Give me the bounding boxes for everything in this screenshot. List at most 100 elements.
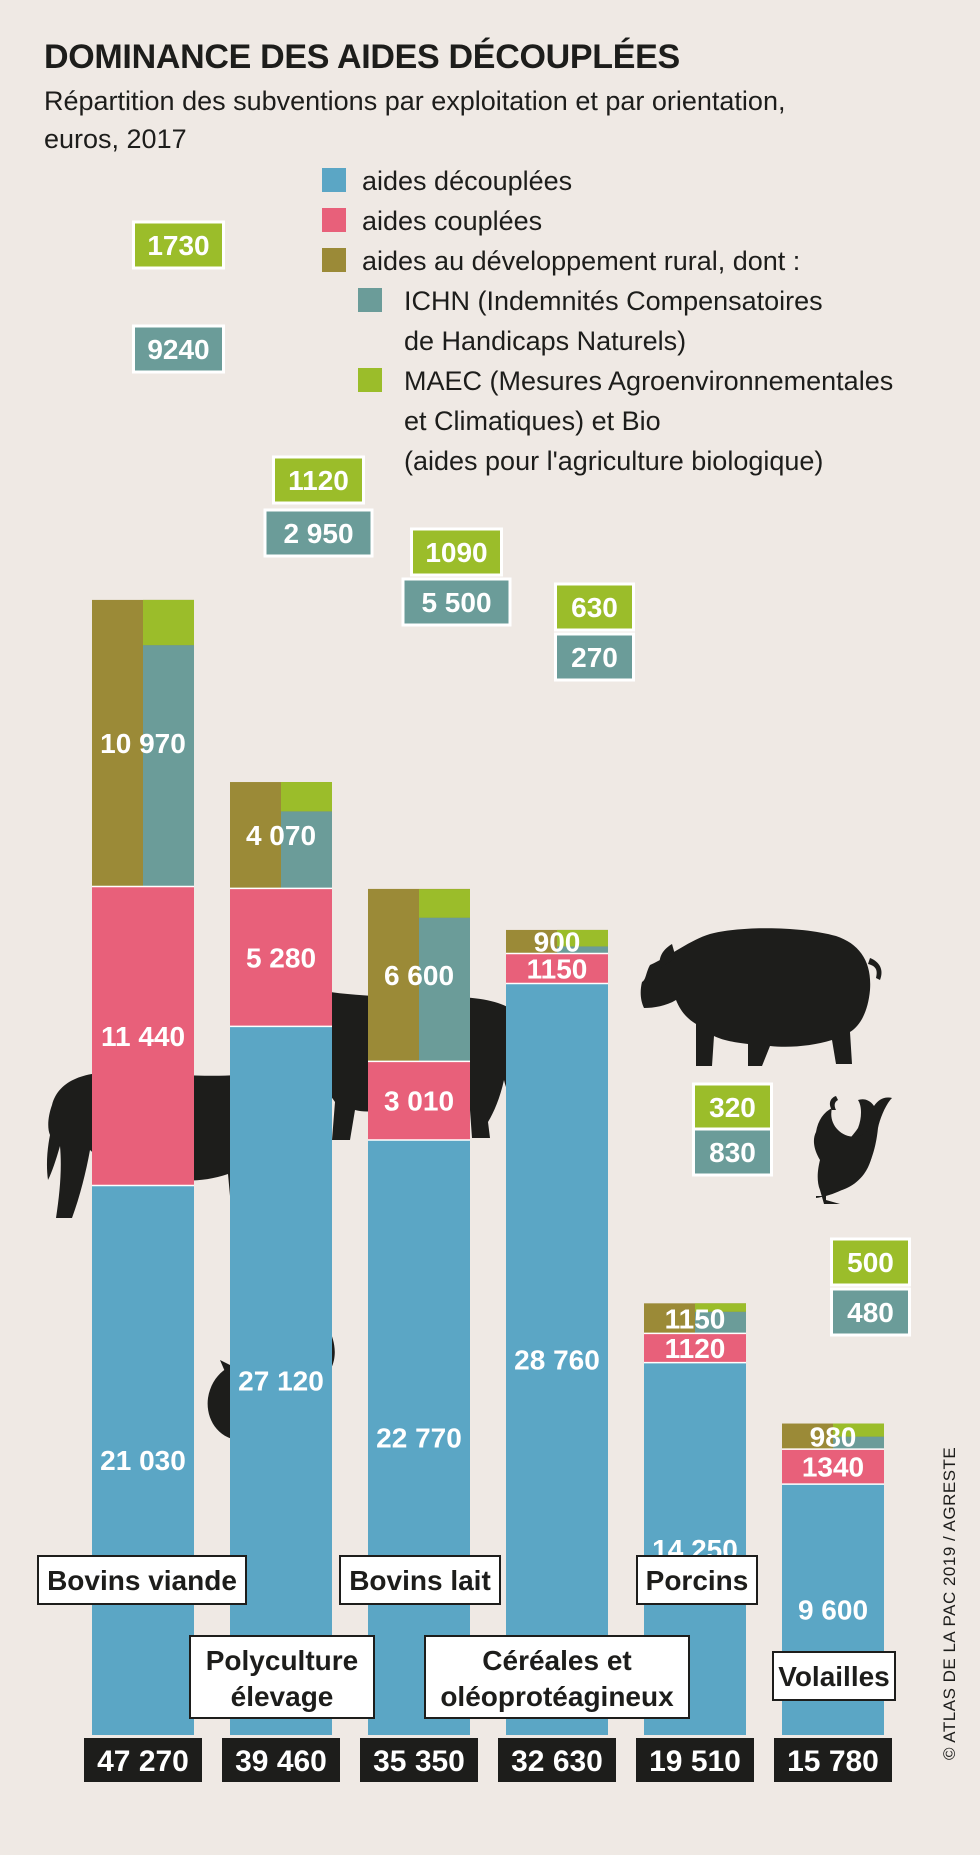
total-label: 15 780 xyxy=(787,1745,879,1778)
legend-text: ICHN (Indemnités Compensatoires xyxy=(404,286,823,316)
value-couplees: 11 440 xyxy=(101,1021,185,1052)
chart-subtitle-year: euros, 2017 xyxy=(44,124,187,154)
callout-maec-box xyxy=(272,455,365,505)
total-label: 32 630 xyxy=(511,1745,603,1778)
category-label-volailles: Volailles xyxy=(772,1651,896,1701)
pig-icon xyxy=(640,928,882,1066)
segment-couplees xyxy=(230,888,332,1027)
legend-item-ichn: ICHN (Indemnités Compensatoires de Handic… xyxy=(358,286,823,356)
callout-maec-box xyxy=(132,220,225,270)
category-box xyxy=(772,1651,896,1701)
value-developpement-rural: 980 xyxy=(810,1421,857,1452)
callout-maec-label: 1090 xyxy=(425,537,487,568)
segment-decouplees xyxy=(230,1026,332,1735)
value-couplees: 3 010 xyxy=(384,1086,454,1117)
total-label: 35 350 xyxy=(373,1745,465,1778)
value-developpement-rural: 4 070 xyxy=(246,820,316,851)
category-box xyxy=(339,1555,501,1605)
category-name: Céréales et xyxy=(482,1645,631,1676)
callout-ichn-box xyxy=(830,1287,911,1337)
category-name: oléoprotéagineux xyxy=(440,1681,674,1712)
segment-ichn xyxy=(281,811,332,889)
legend-text: et Climatiques) et Bio xyxy=(404,406,661,436)
legend-text: aides au développement rural, dont : xyxy=(362,246,800,276)
category-name: Polyculture xyxy=(206,1645,358,1676)
value-developpement-rural: 6 600 xyxy=(384,960,454,991)
value-couplees: 1340 xyxy=(802,1452,864,1483)
category-box xyxy=(189,1635,375,1719)
value-developpement-rural: 1150 xyxy=(665,1303,726,1334)
legend-text: aides couplées xyxy=(362,206,542,236)
category-name: Bovins viande xyxy=(47,1565,237,1596)
category-box xyxy=(37,1555,247,1605)
segment-decouplees xyxy=(92,1185,194,1735)
legend-text: MAEC (Mesures Agroenvironnementales xyxy=(404,366,893,396)
total-label: 47 270 xyxy=(97,1745,189,1778)
segment-decouplees xyxy=(506,983,608,1735)
category-label-bovins-viande: Bovins viande xyxy=(37,1555,247,1605)
callout-maec-label: 1730 xyxy=(147,230,209,261)
total-box xyxy=(222,1738,340,1782)
category-name: Volailles xyxy=(778,1661,890,1692)
segment-ichn xyxy=(557,946,608,954)
legend-text: de Handicaps Naturels) xyxy=(404,326,686,356)
value-couplees: 1120 xyxy=(665,1333,726,1364)
value-developpement-rural: 10 970 xyxy=(100,728,186,759)
segment-couplees xyxy=(506,953,608,984)
legend-text: (aides pour l'agriculture biologique) xyxy=(404,446,823,476)
chicken-icon xyxy=(813,1096,892,1204)
category-box xyxy=(636,1555,758,1605)
callout-ichn-box xyxy=(692,1127,773,1177)
value-couplees: 5 280 xyxy=(246,942,316,973)
callout-ichn-label: 2 950 xyxy=(283,518,353,549)
value-decouplees: 9 600 xyxy=(798,1595,868,1626)
category-name: Porcins xyxy=(646,1565,749,1596)
total-box xyxy=(636,1738,754,1782)
callout-maec-box xyxy=(692,1082,773,1132)
segment-maec xyxy=(833,1423,884,1437)
callout-maec-label: 500 xyxy=(847,1247,894,1278)
legend-swatch xyxy=(358,368,382,392)
callout-ichn-label: 9240 xyxy=(147,334,209,365)
callout-ichn-label: 270 xyxy=(571,642,618,673)
segment-maec xyxy=(557,929,608,947)
total-label: 39 460 xyxy=(235,1745,327,1778)
category-box xyxy=(424,1635,690,1719)
segment-maec xyxy=(419,889,470,918)
segment-ichn xyxy=(695,1311,746,1334)
total-label: 19 510 xyxy=(649,1745,741,1778)
total-box xyxy=(774,1738,892,1782)
callout-ichn-box xyxy=(263,508,374,558)
legend-swatch xyxy=(322,208,346,232)
category-label-polyculture-elevage: Polyculture élevage xyxy=(189,1635,375,1719)
legend-text: aides découplées xyxy=(362,166,572,196)
callout-maec-label: 320 xyxy=(709,1092,756,1123)
bar-polyculture-elevage: 27 120 5 280 4 070 1120 2 950 39 460 xyxy=(222,455,374,1782)
value-decouplees: 21 030 xyxy=(100,1445,186,1476)
value-developpement-rural: 900 xyxy=(534,927,581,958)
legend-item-decouplees: aides découplées xyxy=(322,166,572,196)
value-decouplees: 22 770 xyxy=(376,1423,462,1454)
chart-subtitle: Répartition des subventions par exploita… xyxy=(44,86,786,116)
callout-ichn-box xyxy=(132,324,225,374)
category-name: élevage xyxy=(231,1681,334,1712)
legend-item-couplees: aides couplées xyxy=(322,206,542,236)
callout-ichn-label: 480 xyxy=(847,1297,894,1328)
value-decouplees: 28 760 xyxy=(514,1344,600,1375)
segment-ichn xyxy=(143,645,194,887)
segment-couplees xyxy=(782,1449,884,1485)
category-name: Bovins lait xyxy=(349,1565,491,1596)
callout-maec-label: 1120 xyxy=(288,465,349,496)
segment-couplees xyxy=(644,1333,746,1363)
category-label-cereales: Céréales et oléoprotéagineux xyxy=(424,1635,690,1719)
legend-item-developpement-rural: aides au développement rural, dont : xyxy=(322,246,800,276)
callout-maec-label: 630 xyxy=(571,592,618,623)
legend-swatch xyxy=(358,288,382,312)
callout-ichn-label: 830 xyxy=(709,1137,756,1168)
value-couplees: 1150 xyxy=(527,953,588,984)
legend-swatch xyxy=(322,248,346,272)
callout-maec-box xyxy=(554,582,635,632)
segment-ichn xyxy=(833,1436,884,1450)
